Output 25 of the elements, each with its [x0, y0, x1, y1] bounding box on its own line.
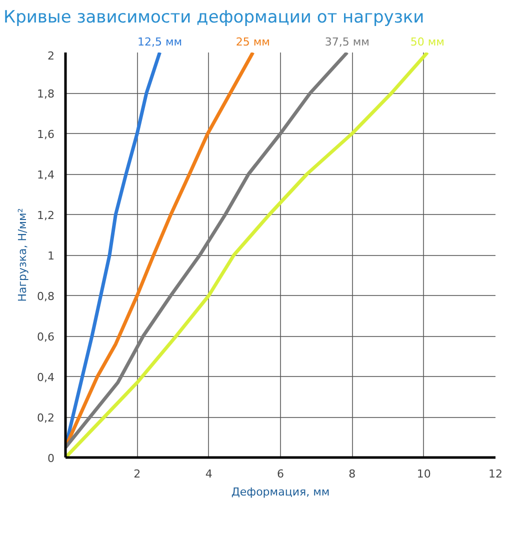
x-tick-label: 10 [416, 468, 431, 480]
x-tick-label: 2 [134, 468, 141, 480]
series-label: 12,5 мм [137, 36, 182, 49]
y-tick-label: 0,6 [37, 330, 55, 344]
chart-title: Кривые зависимости деформации от нагрузки [4, 8, 424, 28]
line-series [66, 52, 349, 450]
y-tick-label: 1,2 [37, 209, 55, 222]
series-label: 25 мм [236, 36, 270, 49]
y-tick-label: 1,6 [37, 128, 55, 141]
series-label: 50 мм [410, 36, 444, 49]
y-tick-label: 1 [48, 250, 54, 262]
y-tick-label: 1,8 [37, 88, 55, 100]
y-tick-label: 2 [48, 50, 54, 62]
x-tick-label: 4 [205, 468, 212, 480]
y-tick-label: 0,8 [37, 290, 55, 303]
x-tick-label: 6 [277, 468, 284, 480]
x-tick-label: 8 [348, 468, 356, 480]
y-tick-label: 0,4 [37, 371, 55, 384]
series-label: 37,5 мм [324, 36, 370, 49]
x-tick-label: 12 [488, 468, 502, 480]
y-tick-label: 1,4 [37, 168, 55, 182]
y-tick-label: 0,2 [37, 412, 55, 424]
y-tick-label: 0 [48, 452, 54, 465]
x-axis-title: Деформация, мм [231, 486, 330, 498]
y-axis-title: Нагрузка, Н/мм² [16, 208, 30, 302]
